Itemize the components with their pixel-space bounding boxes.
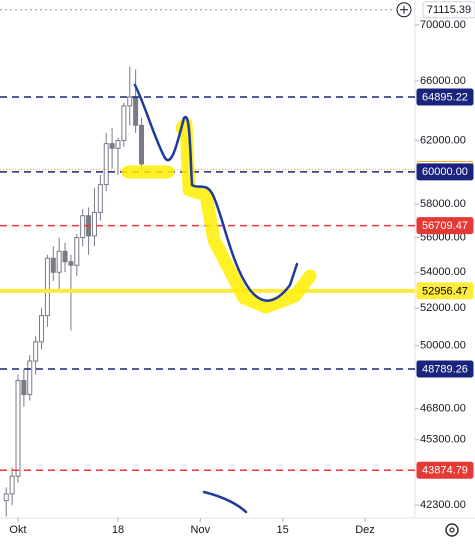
pen-drawing xyxy=(133,83,299,302)
candle-body xyxy=(109,143,115,149)
x-tick-label: Okt xyxy=(9,524,26,536)
highlighter-drawing xyxy=(121,117,317,314)
price-label-box xyxy=(416,88,474,106)
y-tick-label: 42300.00 xyxy=(420,499,466,511)
axes: 70000.00 66000.00 62000.00 58000.00 56000.00… xyxy=(9,1,475,536)
y-tick-label: 56000.00 xyxy=(420,232,466,244)
candle-body xyxy=(50,257,56,273)
candle-body xyxy=(80,215,86,239)
price-label: 52956.47 xyxy=(422,285,468,297)
pen-drawing xyxy=(202,490,248,514)
price-label-box xyxy=(416,217,474,235)
price-label: 48789.26 xyxy=(422,363,468,375)
candle-body xyxy=(115,140,121,149)
candle-body xyxy=(133,96,139,126)
gear-icon-center[interactable] xyxy=(449,527,455,533)
settings-button[interactable] xyxy=(445,523,459,537)
y-tick-label: 54000.00 xyxy=(420,266,466,278)
candle-body xyxy=(62,250,68,263)
y-tick-label: 50000.00 xyxy=(420,340,466,352)
candle-body xyxy=(68,261,74,266)
candle-body xyxy=(103,143,109,186)
price-label: 56709.47 xyxy=(422,220,468,232)
x-tick-label: Nov xyxy=(191,524,211,536)
plus-icon[interactable] xyxy=(400,5,408,14)
y-tick-label: 66000.00 xyxy=(420,75,466,87)
candle-body xyxy=(15,380,21,477)
candle-body xyxy=(97,184,103,213)
y-tick-label: 45300.00 xyxy=(420,434,466,446)
x-tick-label: Dez xyxy=(355,524,375,536)
add-alert-button[interactable] xyxy=(396,2,412,18)
y-tick-label: 58000.00 xyxy=(420,198,466,210)
crosshair-label-box xyxy=(422,1,475,19)
candles xyxy=(3,66,145,517)
candle-body xyxy=(56,250,62,273)
price-label: 64895.22 xyxy=(422,91,468,103)
price-label-box xyxy=(416,360,474,378)
y-tick-label: 62000.00 xyxy=(420,134,466,146)
x-tick-label: 18 xyxy=(112,524,124,536)
candle-body xyxy=(21,380,27,396)
y-tick-label: 52000.00 xyxy=(420,302,466,314)
candle-body xyxy=(121,105,127,142)
y-tick-label: 46800.00 xyxy=(420,403,466,415)
gear-icon[interactable] xyxy=(445,523,459,537)
price-label-box xyxy=(416,282,474,300)
price-label-box xyxy=(416,163,474,181)
price-label: 60000.00 xyxy=(422,166,468,178)
candle-body xyxy=(27,360,33,396)
price-label: 43874.79 xyxy=(422,465,468,477)
y-tick-label: 70000.00 xyxy=(420,19,466,31)
candle-body xyxy=(3,493,9,502)
candle-body xyxy=(74,237,80,266)
candle-body xyxy=(44,257,50,317)
crosshair-label: 71115.39 xyxy=(427,4,471,16)
candle-body xyxy=(127,96,133,107)
candle-body xyxy=(139,124,145,165)
candle-body xyxy=(9,475,15,495)
candle-body xyxy=(91,211,97,237)
x-tick-label: 15 xyxy=(277,524,289,536)
price-label-box xyxy=(416,461,474,479)
candle-body xyxy=(33,341,39,362)
candle-body xyxy=(39,315,45,343)
